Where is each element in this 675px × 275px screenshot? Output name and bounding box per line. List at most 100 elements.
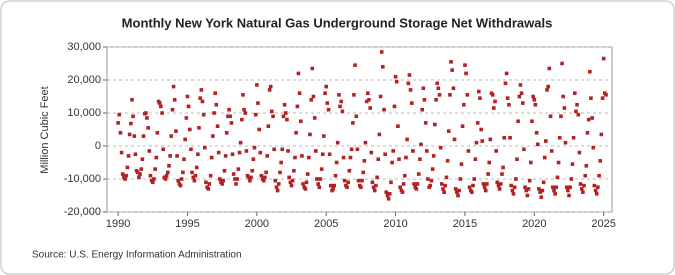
point (161, 147, 165, 152)
point (562, 106, 567, 110)
point (411, 149, 415, 153)
point (188, 127, 192, 132)
point (466, 149, 471, 153)
point (152, 177, 156, 181)
point (117, 112, 122, 117)
point (320, 152, 325, 157)
point (271, 114, 275, 119)
point (240, 117, 244, 122)
source-note: Source: U.S. Energy Information Administ… (32, 250, 242, 261)
point (216, 150, 221, 155)
point (385, 193, 390, 198)
point (556, 160, 561, 165)
point (535, 142, 540, 147)
point (231, 172, 236, 176)
point (323, 91, 327, 95)
point (510, 188, 515, 193)
point (268, 84, 273, 89)
point (257, 127, 261, 132)
point (401, 182, 406, 186)
point (574, 109, 578, 114)
point (242, 107, 246, 112)
point (464, 71, 468, 76)
point (282, 102, 287, 107)
point (190, 170, 194, 175)
point (403, 173, 407, 178)
point (278, 170, 282, 175)
point (561, 94, 565, 99)
point (581, 190, 585, 194)
point (567, 193, 571, 198)
point (381, 65, 385, 69)
point (220, 182, 224, 186)
point (369, 150, 374, 155)
point (185, 94, 190, 99)
point (311, 94, 316, 99)
point (354, 114, 359, 119)
point (331, 187, 335, 191)
point (250, 168, 255, 173)
point (485, 182, 489, 186)
point (419, 142, 423, 147)
point (527, 178, 532, 183)
point (279, 160, 283, 165)
point (280, 147, 285, 152)
point (274, 185, 279, 190)
point (480, 139, 485, 143)
point (490, 93, 495, 97)
point (511, 192, 516, 196)
point (452, 137, 457, 142)
point (479, 127, 483, 132)
point (442, 190, 446, 194)
point (478, 96, 482, 100)
point (208, 173, 213, 178)
point (470, 190, 474, 194)
point (526, 187, 531, 191)
point (223, 154, 228, 158)
point (338, 104, 342, 109)
point (384, 190, 389, 194)
point (383, 152, 387, 157)
point (459, 162, 464, 166)
point (328, 183, 333, 188)
point (590, 116, 594, 120)
point (256, 101, 260, 105)
point (431, 154, 436, 158)
point (371, 185, 376, 190)
point (248, 178, 252, 183)
point (456, 193, 460, 198)
point (295, 104, 300, 109)
point (523, 185, 527, 190)
point (182, 157, 186, 161)
point (199, 88, 204, 92)
point (494, 149, 498, 153)
x-tick-label: 2015 (453, 218, 477, 230)
point (517, 94, 522, 99)
point (183, 137, 187, 142)
point (564, 185, 569, 190)
point (541, 180, 546, 185)
point (362, 159, 367, 163)
point (498, 182, 503, 186)
point (367, 98, 371, 102)
point (545, 88, 549, 92)
x-tick-label: 2020 (522, 218, 546, 230)
point (141, 134, 146, 138)
point (342, 178, 347, 183)
point (592, 183, 597, 188)
point (160, 111, 164, 115)
point (290, 178, 295, 183)
point (596, 185, 600, 190)
point (390, 160, 394, 165)
point (235, 177, 239, 181)
point (408, 88, 413, 92)
x-tick-label: 2005 (314, 218, 338, 230)
point (364, 99, 369, 104)
point (293, 155, 297, 160)
point (238, 140, 243, 145)
point (549, 149, 554, 153)
point (533, 102, 538, 107)
point (583, 173, 588, 178)
point (503, 81, 508, 86)
point (120, 172, 125, 176)
